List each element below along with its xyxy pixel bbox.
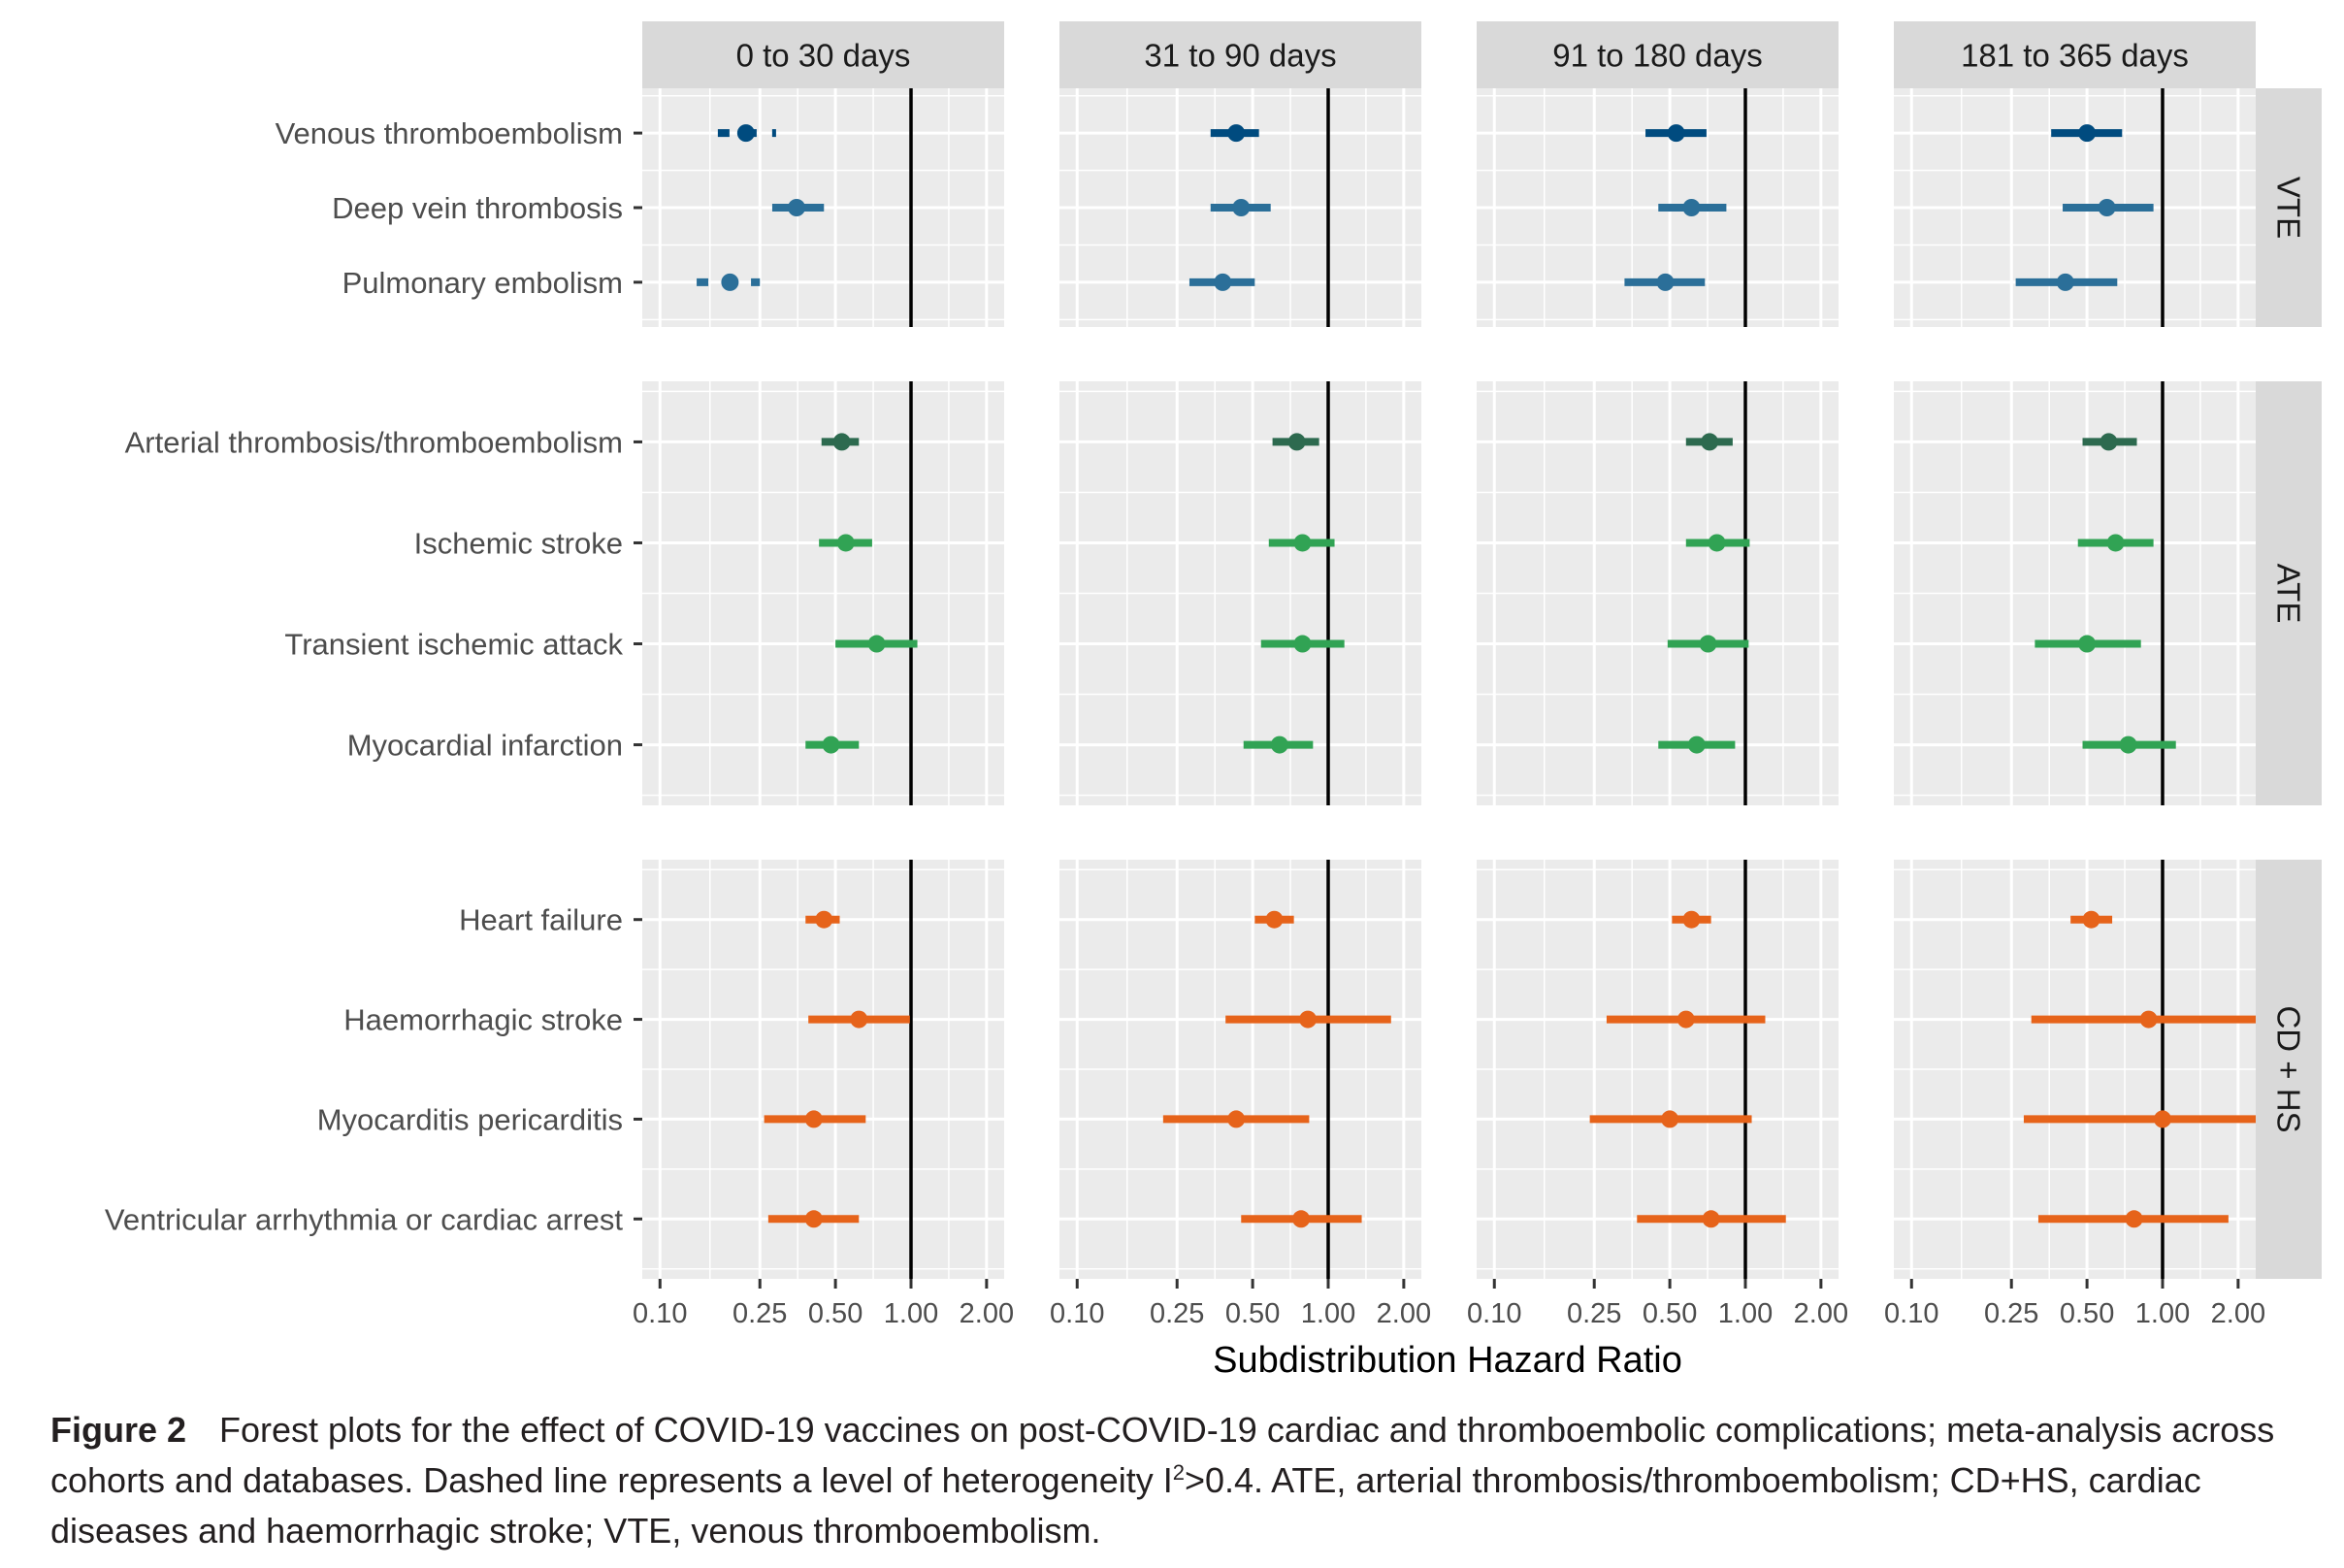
x-tick-label: 2.00 [1377,1298,1431,1329]
forest-plot-figure: 0 to 30 days Venous thromboembolism Deep v… [105,21,2322,1381]
point-estimate [2078,635,2097,653]
point-estimate [1214,273,1232,291]
y-tick-label: Heart failure [459,903,623,937]
y-tick-label: Myocardial infarction [347,729,623,763]
point-estimate [2098,199,2116,216]
point-estimate [2082,910,2100,929]
row-strip-label: ATE [2271,564,2307,624]
figure-caption: Figure 2 Forest plots for the effect of C… [50,1405,2311,1556]
x-tick-label: 2.00 [2211,1298,2265,1329]
column-strip [1059,21,1421,88]
point-estimate [1227,1110,1246,1128]
panels-layer: 0 to 30 days Venous thromboembolism Deep v… [105,21,2322,1329]
y-tick-label: Ischemic stroke [414,526,623,560]
y-tick-label: Transient ischemic attack [284,628,623,662]
point-estimate [804,1210,823,1228]
column-strip [642,21,1004,88]
point-estimate [736,124,755,143]
x-tick-label: 0.25 [732,1298,787,1329]
y-tick-label: Haemorrhagic stroke [343,1003,623,1037]
point-estimate [2056,273,2074,291]
point-estimate [1232,199,1251,216]
figure-label: Figure 2 [50,1410,187,1450]
column-strip-label: 31 to 90 days [1144,38,1336,74]
point-estimate [850,1010,868,1029]
point-estimate [1682,910,1701,929]
point-estimate [836,534,855,552]
point-estimate [1292,1210,1311,1228]
point-estimate [1299,1010,1318,1029]
point-estimate [1287,433,1306,451]
row-strip-label: CD + HS [2271,1005,2307,1132]
point-estimate [804,1110,823,1128]
point-estimate [1699,635,1717,653]
x-tick-label: 0.10 [1467,1298,1521,1329]
y-tick-label: Myocarditis pericarditis [317,1102,623,1136]
caption-superscript: 2 [1172,1460,1185,1485]
point-estimate [1687,735,1706,754]
point-estimate [867,635,886,653]
row-strip [2256,860,2322,1279]
point-estimate [2125,1210,2143,1228]
point-estimate [1227,124,1246,143]
point-estimate [1702,1210,1720,1228]
point-estimate [721,273,739,291]
x-tick-label: 0.25 [1567,1298,1621,1329]
point-estimate [1667,124,1685,143]
y-tick-label: Arterial thrombosis/thromboembolism [125,425,623,459]
point-estimate [1656,273,1675,291]
caption-text-2: >0.4. ATE, arterial thrombosis/thromboem… [50,1460,2201,1551]
column-strip-label: 91 to 180 days [1552,38,1763,74]
x-tick-label: 0.50 [808,1298,863,1329]
column-strip [1477,21,1839,88]
point-estimate [2153,1110,2171,1128]
x-tick-label: 1.00 [2135,1298,2190,1329]
x-tick-label: 1.00 [884,1298,938,1329]
column-strip-label: 181 to 365 days [1961,38,2189,74]
point-estimate [1265,910,1284,929]
x-tick-label: 0.25 [1150,1298,1204,1329]
x-tick-label: 1.00 [1718,1298,1773,1329]
row-strip [2256,381,2322,805]
point-estimate [2078,124,2097,143]
point-estimate [1677,1010,1695,1029]
column-strip-label: 0 to 30 days [736,38,911,74]
x-tick-label: 2.00 [960,1298,1014,1329]
point-estimate [1293,534,1312,552]
x-axis-title: Subdistribution Hazard Ratio [1213,1340,1682,1381]
point-estimate [2100,433,2118,451]
column-strip [1894,21,2256,88]
point-estimate [1270,735,1288,754]
row-strip [2256,88,2322,327]
caption-text-1: Forest plots for the effect of COVID-19 … [50,1410,2275,1500]
y-tick-label: Deep vein thrombosis [332,191,623,225]
point-estimate [1701,433,1719,451]
x-tick-label: 0.50 [1643,1298,1697,1329]
y-tick-label: Ventricular arrhythmia or cardiac arrest [105,1202,623,1236]
x-tick-label: 1.00 [1301,1298,1355,1329]
point-estimate [788,199,806,216]
point-estimate [1682,199,1701,216]
point-estimate [832,433,851,451]
point-estimate [2139,1010,2158,1029]
point-estimate [815,910,833,929]
x-tick-label: 0.25 [1984,1298,2038,1329]
x-tick-label: 2.00 [1794,1298,1848,1329]
point-estimate [1661,1110,1679,1128]
row-strip-label: VTE [2271,177,2307,239]
x-tick-label: 0.10 [1884,1298,1938,1329]
x-tick-label: 0.50 [2060,1298,2114,1329]
x-tick-label: 0.10 [633,1298,687,1329]
point-estimate [1708,534,1726,552]
y-tick-label: Pulmonary embolism [342,266,623,300]
x-tick-label: 0.10 [1050,1298,1104,1329]
x-tick-label: 0.50 [1225,1298,1280,1329]
point-estimate [2119,735,2137,754]
point-estimate [822,735,840,754]
point-estimate [1293,635,1312,653]
y-tick-label: Venous thromboembolism [276,116,623,150]
point-estimate [2106,534,2125,552]
